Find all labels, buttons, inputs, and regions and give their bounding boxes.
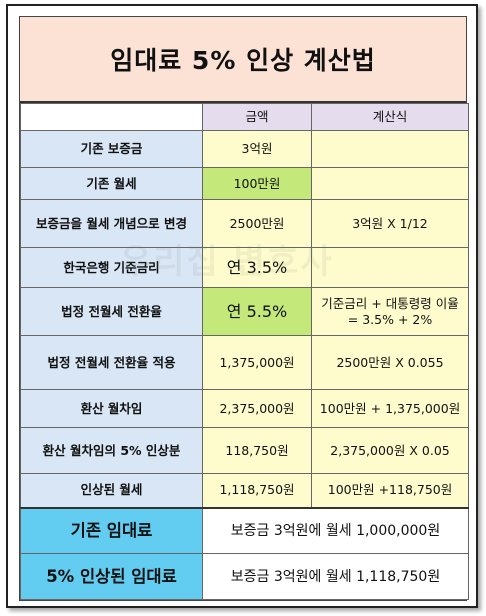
header-amount: 금액 (202, 103, 312, 131)
row-amount: 118,750원 (202, 427, 312, 474)
table-row: 환산 월차임의 5% 인상분 118,750원 2,375,000원 X 0.0… (20, 427, 469, 474)
row-formula: 2500만원 X 0.055 (311, 335, 469, 390)
header-blank (20, 103, 203, 131)
table-row: 보증금을 월세 개념으로 변경 2500만원 3억원 X 1/12 (20, 199, 469, 248)
row-formula: 100만원 +118,750원 (311, 473, 469, 508)
summary-value: 보증금 3억원에 월세 1,000,000원 (202, 506, 469, 554)
row-amount: 연 5.5% (202, 287, 312, 336)
row-label: 기존 월세 (20, 167, 203, 200)
table-row: 인상된 월세 1,118,750원 100만원 +118,750원 (20, 473, 469, 508)
row-label: 보증금을 월세 개념으로 변경 (20, 199, 203, 248)
row-amount: 연 3.5% (202, 247, 312, 288)
summary-row-original: 기존 임대료 보증금 3억원에 월세 1,000,000원 (20, 506, 469, 554)
row-formula (311, 247, 469, 288)
row-amount: 1,118,750원 (202, 473, 312, 508)
row-label: 환산 월차임의 5% 인상분 (20, 427, 203, 474)
row-amount: 2,375,000원 (202, 389, 312, 428)
row-formula: 2,375,000원 X 0.05 (311, 427, 469, 474)
row-formula: 3억원 X 1/12 (311, 199, 469, 248)
table-row: 기존 월세 100만원 (20, 167, 469, 200)
row-formula: 100만원 + 1,375,000원 (311, 389, 469, 428)
row-amount: 1,375,000원 (202, 335, 312, 390)
header-formula: 계산식 (311, 103, 469, 131)
summary-label: 5% 인상된 임대료 (20, 553, 203, 600)
row-formula: 기준금리 + 대통령령 이율 = 3.5% + 2% (311, 287, 469, 336)
table-header-row: 금액 계산식 (20, 103, 469, 131)
table-row: 한국은행 기준금리 연 3.5% (20, 247, 469, 288)
table-row: 법정 전월세 전환율 적용 1,375,000원 2500만원 X 0.055 (20, 335, 469, 390)
summary-value: 보증금 3억원에 월세 1,118,750원 (202, 553, 469, 600)
summary-row-increased: 5% 인상된 임대료 보증금 3억원에 월세 1,118,750원 (20, 553, 469, 600)
calculation-table: 금액 계산식 기존 보증금 3억원 기존 월세 100만원 보증금을 월세 개념… (20, 103, 469, 600)
table-row: 환산 월차임 2,375,000원 100만원 + 1,375,000원 (20, 389, 469, 428)
row-label: 인상된 월세 (20, 473, 203, 508)
row-amount: 100만원 (202, 167, 312, 200)
row-label: 한국은행 기준금리 (20, 247, 203, 288)
table-row: 법정 전월세 전환율 연 5.5% 기준금리 + 대통령령 이율 = 3.5% … (20, 287, 469, 336)
row-amount: 2500만원 (202, 199, 312, 248)
row-formula (311, 167, 469, 200)
document-frame: 임대료 5% 인상 계산법 금액 계산식 기존 보증금 3억원 기존 월세 10… (6, 4, 478, 608)
row-amount: 3억원 (202, 130, 312, 168)
row-formula (311, 130, 469, 168)
calculation-sheet: 임대료 5% 인상 계산법 금액 계산식 기존 보증금 3억원 기존 월세 10… (19, 16, 469, 601)
row-label: 환산 월차임 (20, 389, 203, 428)
summary-label: 기존 임대료 (20, 506, 203, 554)
table-row: 기존 보증금 3억원 (20, 130, 469, 168)
row-label: 법정 전월세 전환율 적용 (20, 335, 203, 390)
row-label: 기존 보증금 (20, 130, 203, 168)
row-label: 법정 전월세 전환율 (20, 287, 203, 336)
page-title: 임대료 5% 인상 계산법 (20, 17, 466, 103)
